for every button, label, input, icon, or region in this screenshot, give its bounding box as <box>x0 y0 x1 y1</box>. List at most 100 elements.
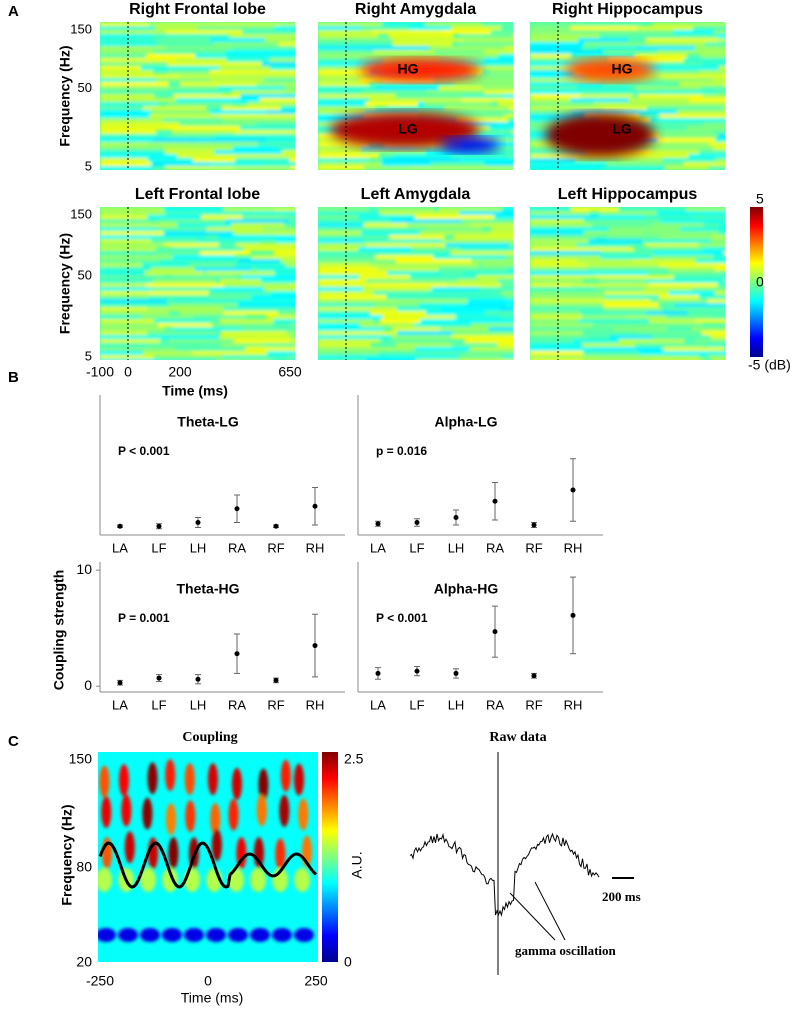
heatmap-cell <box>147 215 211 219</box>
heatmap-cell <box>167 62 232 66</box>
heatmap-cell <box>688 98 725 102</box>
y-tick-label: 10 <box>76 561 92 577</box>
heatmap-cell <box>476 110 513 114</box>
heatmap-cell <box>652 251 725 255</box>
heatmap-cell <box>713 30 725 34</box>
heatmap-cell <box>100 335 190 339</box>
heatmap-cell <box>100 279 169 283</box>
point <box>414 668 420 674</box>
heatmap-cell <box>692 26 725 30</box>
heatmap-cell <box>634 54 687 58</box>
heatmap-cell <box>283 90 295 94</box>
heatmap-cell <box>698 150 725 154</box>
heatmap-cell <box>100 303 199 307</box>
heatmap-cell <box>225 219 290 223</box>
heatmap-cell <box>318 299 417 303</box>
heatmap-body <box>100 207 295 360</box>
coupling-blob <box>165 803 176 836</box>
heatmap-cell <box>484 311 513 315</box>
heatmap-cell <box>395 259 479 263</box>
heatmap-cell <box>390 219 496 223</box>
heatmap-cell <box>578 38 629 42</box>
heatmap-cell <box>156 78 260 82</box>
heatmap-cell <box>100 54 155 58</box>
heatmap-cell <box>175 347 267 351</box>
heatmap-cell <box>658 130 725 134</box>
heatmap-cell <box>451 335 513 339</box>
heatmap-cell <box>291 359 295 360</box>
heatmap-cell <box>637 94 711 98</box>
heatmap-cell <box>530 275 618 279</box>
heatmap-cell <box>530 34 632 38</box>
heatmap-cell <box>318 255 393 259</box>
heatmap-cell <box>284 86 295 90</box>
heatmap-cell <box>362 239 432 243</box>
heatmap-cell <box>669 271 722 275</box>
heatmap-cell <box>100 78 174 82</box>
heatmap-title: Left Frontal lobe <box>135 186 260 203</box>
coupling-blob <box>275 838 286 871</box>
heatmap-cell <box>469 74 513 78</box>
heatmap-cell <box>583 351 644 355</box>
heatmap-cell <box>191 351 295 355</box>
heatmap-cell <box>318 38 409 42</box>
heatmap-cell <box>426 291 495 295</box>
heatmap-cell <box>243 247 295 251</box>
heatmap-cell <box>444 106 513 110</box>
heatmap-cell <box>600 215 669 219</box>
heatmap-cell <box>165 46 247 50</box>
heatmap-cell <box>652 223 704 227</box>
heatmap-cell <box>501 291 513 295</box>
coupling-body <box>98 752 318 962</box>
heatmap <box>530 207 725 360</box>
heatmap-cell <box>709 142 725 146</box>
x-tick-label: LA <box>112 540 128 555</box>
panel-label: A <box>8 3 19 20</box>
heatmap-cell <box>717 283 725 287</box>
heatmap-cell <box>702 94 725 98</box>
heatmap-cell <box>384 82 493 86</box>
heatmap-cell <box>273 319 295 323</box>
x-tick-label: 250 <box>304 973 328 989</box>
heatmap-cell <box>368 98 428 102</box>
heatmap-cell <box>530 319 614 323</box>
heatmap-cell <box>584 42 663 46</box>
heatmap-cell <box>643 287 718 291</box>
heatmap-cell <box>318 351 379 355</box>
heatmap-cell <box>711 239 725 243</box>
point <box>117 680 123 686</box>
heatmap-cell <box>710 335 725 339</box>
heatmap-cell <box>100 62 195 66</box>
heatmap-cell <box>216 359 272 360</box>
heatmap-cell <box>256 82 295 86</box>
heatmap-cell <box>206 227 295 231</box>
heatmap-cell <box>219 319 295 323</box>
heatmap-cell <box>318 86 380 90</box>
coupling-blob <box>258 768 269 801</box>
heatmap-cell <box>318 251 385 255</box>
point <box>531 522 537 528</box>
heatmap-cell <box>235 243 295 247</box>
heatmap-cell <box>221 355 295 359</box>
heatmap-cell <box>273 251 295 255</box>
heatmap-cell <box>100 275 163 279</box>
point <box>570 612 576 618</box>
heatmap-cell <box>222 118 295 122</box>
heatmap-cell <box>707 343 725 347</box>
heatmap-cell <box>530 78 600 82</box>
heatmap-cell <box>424 22 513 26</box>
heatmap-cell <box>639 351 709 355</box>
x-tick-label: RF <box>525 697 542 712</box>
heatmap-cell <box>151 34 228 38</box>
heatmap-cell <box>219 335 295 339</box>
heatmap-cell <box>100 311 170 315</box>
heatmap-cell <box>723 251 725 255</box>
heatmap-cell <box>224 291 295 295</box>
heatmap-cell <box>259 98 295 102</box>
heatmap-cell <box>163 207 267 211</box>
heatmap-cell <box>318 215 393 219</box>
heatmap-cell <box>434 50 508 54</box>
heatmap-cell <box>100 323 201 327</box>
heatmap-cell <box>446 283 513 287</box>
heatmap-cell <box>289 339 295 343</box>
